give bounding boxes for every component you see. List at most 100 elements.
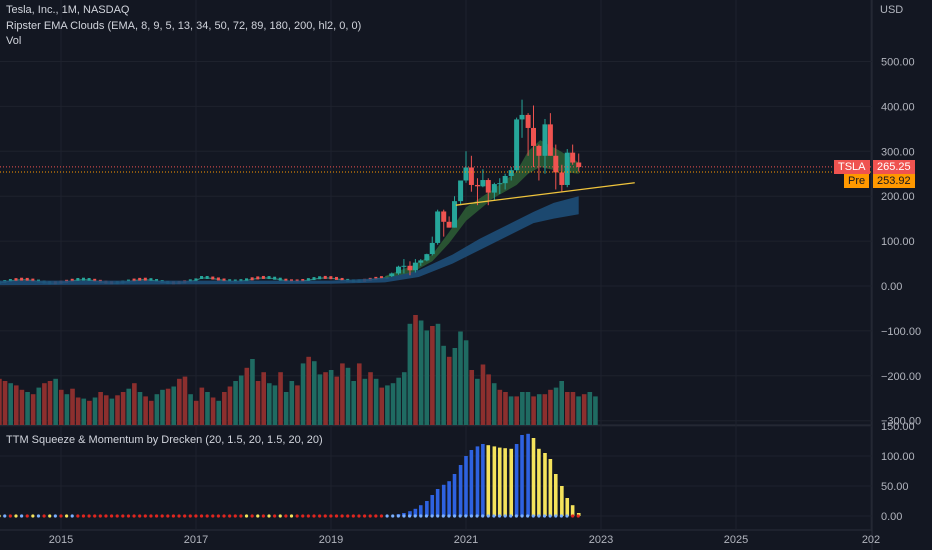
momentum-bar xyxy=(548,459,553,516)
volume-bar xyxy=(581,394,587,425)
candle-body xyxy=(576,162,582,168)
squeeze-dot xyxy=(475,514,479,518)
squeeze-dot xyxy=(42,514,46,518)
volume-bar xyxy=(480,364,486,425)
squeeze-dot xyxy=(391,514,395,518)
volume-bar xyxy=(475,378,480,425)
volume-bar xyxy=(593,396,598,425)
squeeze-dot xyxy=(171,514,176,518)
volume-bar xyxy=(137,392,143,425)
candle-body xyxy=(441,211,447,222)
volume-bar xyxy=(542,394,548,425)
squeeze-dot xyxy=(301,514,305,518)
volume-bar xyxy=(525,392,531,425)
squeeze-dot xyxy=(284,514,288,518)
volume-bar xyxy=(250,359,255,425)
early-candle xyxy=(20,277,24,281)
momentum-bar xyxy=(475,446,480,516)
volume-bar xyxy=(531,396,536,425)
volume-bar xyxy=(53,378,58,425)
early-candle xyxy=(301,279,305,283)
volume-bar xyxy=(42,383,47,425)
squeeze-dot xyxy=(334,514,339,518)
squeeze-dot xyxy=(239,514,243,518)
squeeze-dot xyxy=(160,514,164,518)
early-candle xyxy=(93,278,97,282)
candle-body xyxy=(480,180,486,187)
squeeze-dot xyxy=(559,514,563,518)
volume-bar xyxy=(182,376,188,425)
candle-body xyxy=(474,184,480,187)
volume-bar xyxy=(109,398,115,425)
squeeze-dot xyxy=(93,514,97,518)
candle-body xyxy=(514,119,520,171)
squeeze-dot xyxy=(424,514,429,518)
price-axis-label: −200.00 xyxy=(881,371,921,383)
momentum-bar xyxy=(553,474,558,516)
squeeze-dot xyxy=(98,514,102,518)
squeeze-dot xyxy=(329,514,333,518)
volume-bar xyxy=(75,397,81,425)
volume-bar xyxy=(64,394,70,425)
price-axis-label: 100.00 xyxy=(881,236,915,248)
momentum-bar xyxy=(464,456,468,516)
squeeze-dot xyxy=(166,514,170,518)
squeeze-dot xyxy=(481,514,485,518)
squeeze-dot xyxy=(503,514,507,518)
candle-body xyxy=(525,114,531,128)
squeeze-dot xyxy=(548,514,552,518)
squeeze-dot xyxy=(340,514,344,518)
volume-bar xyxy=(351,381,356,425)
squeeze-dot xyxy=(149,514,153,518)
candle-body xyxy=(429,242,435,255)
momentum-bar xyxy=(520,435,524,516)
momentum-bar xyxy=(570,505,575,516)
early-candle xyxy=(81,277,85,281)
volume-bar xyxy=(233,381,238,425)
squeeze-dot xyxy=(447,514,451,518)
early-candle xyxy=(216,277,220,281)
early-candle xyxy=(256,276,260,280)
early-candle xyxy=(149,278,153,282)
early-candle xyxy=(334,276,338,280)
squeeze-dot xyxy=(554,514,558,518)
candle-body xyxy=(542,124,548,156)
volume-bar xyxy=(267,383,272,425)
early-candle xyxy=(261,275,265,279)
volume-bar xyxy=(58,389,64,425)
momentum-bar xyxy=(435,489,440,516)
momentum-bar xyxy=(458,465,463,516)
squeeze-dot xyxy=(59,514,63,518)
early-candle xyxy=(205,275,209,279)
volume-bar xyxy=(413,315,418,425)
price-axis-label: −300.00 xyxy=(881,416,921,428)
squeeze-dot xyxy=(261,514,265,518)
volume-bar xyxy=(362,378,368,425)
early-candle xyxy=(245,278,249,282)
volume-bar xyxy=(261,372,266,425)
squeeze-indicator-label[interactable]: TTM Squeeze & Momentum by Drecken (20, 1… xyxy=(6,434,323,446)
volume-bar xyxy=(379,387,385,425)
volume-bar xyxy=(244,367,250,425)
squeeze-dot xyxy=(514,514,519,518)
volume-bar xyxy=(103,395,109,425)
volume-bar xyxy=(323,372,328,425)
candle-body xyxy=(435,211,441,243)
price-axis-label: −100.00 xyxy=(881,326,921,338)
squeeze-dot xyxy=(53,514,57,518)
squeeze-dot xyxy=(183,514,187,518)
squeeze-dot xyxy=(109,514,114,518)
early-candle xyxy=(284,278,288,282)
volume-bar xyxy=(0,378,2,425)
momentum-bar xyxy=(509,448,514,516)
volume-bar xyxy=(13,385,19,425)
volume-bar xyxy=(70,388,75,425)
volume-bar xyxy=(469,370,475,425)
ema-indicator-label[interactable]: Ripster EMA Clouds (EMA, 8, 9, 5, 13, 34… xyxy=(6,20,362,32)
momentum-bar xyxy=(514,444,519,516)
momentum-bar xyxy=(560,486,564,516)
squeeze-dot xyxy=(81,514,86,518)
volume-bar xyxy=(587,392,593,425)
volume-indicator-label[interactable]: Vol xyxy=(6,35,22,47)
